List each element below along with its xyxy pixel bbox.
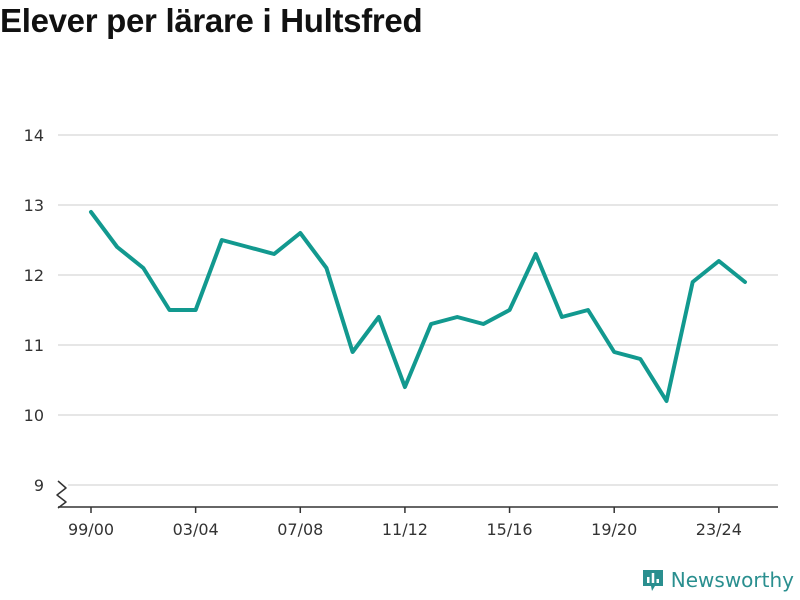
y-tick-label: 10	[24, 406, 44, 425]
axis-break-icon	[56, 480, 67, 509]
gridlines	[58, 134, 778, 486]
y-tick-label: 9	[34, 476, 44, 495]
newsworthy-logo-icon	[642, 570, 663, 591]
x-tick-label: 23/24	[696, 520, 742, 539]
x-axis-ticks: 99/00 03/04 07/08 11/12 15/16 19/20 23/24	[68, 507, 742, 539]
y-axis-ticks: 9 10 11 12 13 14	[24, 126, 44, 495]
x-tick-label: 11/12	[382, 520, 428, 539]
x-tick-label: 19/20	[591, 520, 637, 539]
y-tick-label: 12	[24, 266, 44, 285]
x-tick-label: 07/08	[277, 520, 323, 539]
y-tick-label: 14	[24, 126, 44, 145]
x-axis	[56, 480, 778, 509]
page-title: Elever per lärare i Hultsfred	[0, 2, 423, 39]
y-tick-label: 11	[24, 336, 44, 355]
brand-name: Newsworthy	[670, 568, 794, 592]
series-line	[89, 210, 747, 403]
y-tick-label: 13	[24, 196, 44, 215]
brand: Newsworthy	[641, 568, 794, 592]
x-tick-label: 03/04	[173, 520, 219, 539]
x-tick-label: 15/16	[487, 520, 533, 539]
series-layer	[89, 210, 747, 403]
x-tick-label: 99/00	[68, 520, 114, 539]
